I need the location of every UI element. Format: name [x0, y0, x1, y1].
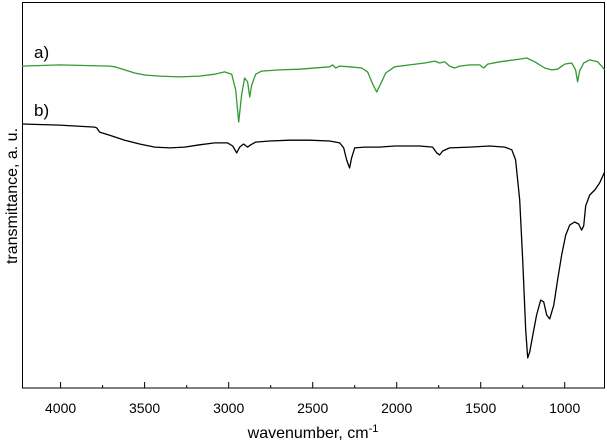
series-layer — [22, 57, 605, 359]
x-tick-label: 3000 — [213, 400, 244, 416]
y-axis-title: transmittance, a. u. — [4, 128, 21, 264]
x-tick-label: 4000 — [45, 400, 76, 416]
x-axis-title-superscript: -1 — [369, 423, 379, 435]
x-tick-label: 2000 — [381, 400, 412, 416]
series-labels: a) b) — [34, 43, 49, 120]
plot-frame — [22, 2, 605, 389]
x-tick-label: 1000 — [549, 400, 580, 416]
x-tick-label: 2500 — [297, 400, 328, 416]
x-tick-label: 1500 — [465, 400, 496, 416]
x-tick-label: 3500 — [129, 400, 160, 416]
series-a-line — [22, 57, 605, 123]
series-b-line — [22, 123, 605, 359]
x-axis-title-text: wavenumber, cm — [247, 425, 369, 442]
series-b-label: b) — [34, 101, 49, 120]
series-a-label: a) — [34, 43, 49, 62]
x-axis-title: wavenumber, cm-1 — [247, 423, 379, 442]
x-axis: 4000 3500 3000 2500 2000 1500 1000 — [45, 382, 580, 416]
